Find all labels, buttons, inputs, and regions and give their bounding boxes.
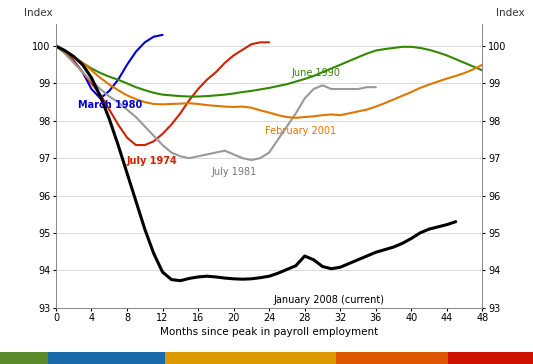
Bar xyxy=(448,352,533,364)
Bar xyxy=(165,352,336,364)
Text: July 1981: July 1981 xyxy=(212,167,257,178)
Text: March 1980: March 1980 xyxy=(78,100,142,110)
Bar xyxy=(48,352,165,364)
X-axis label: Months since peak in payroll employment: Months since peak in payroll employment xyxy=(160,327,378,337)
Text: January 2008 (current): January 2008 (current) xyxy=(273,294,385,305)
Text: June 1990: June 1990 xyxy=(292,68,341,79)
Text: Index: Index xyxy=(496,8,525,18)
Bar xyxy=(336,352,448,364)
Text: July 1974: July 1974 xyxy=(127,156,178,166)
Bar xyxy=(0,352,48,364)
Text: February 2001: February 2001 xyxy=(265,126,336,136)
Text: Index: Index xyxy=(24,8,53,18)
